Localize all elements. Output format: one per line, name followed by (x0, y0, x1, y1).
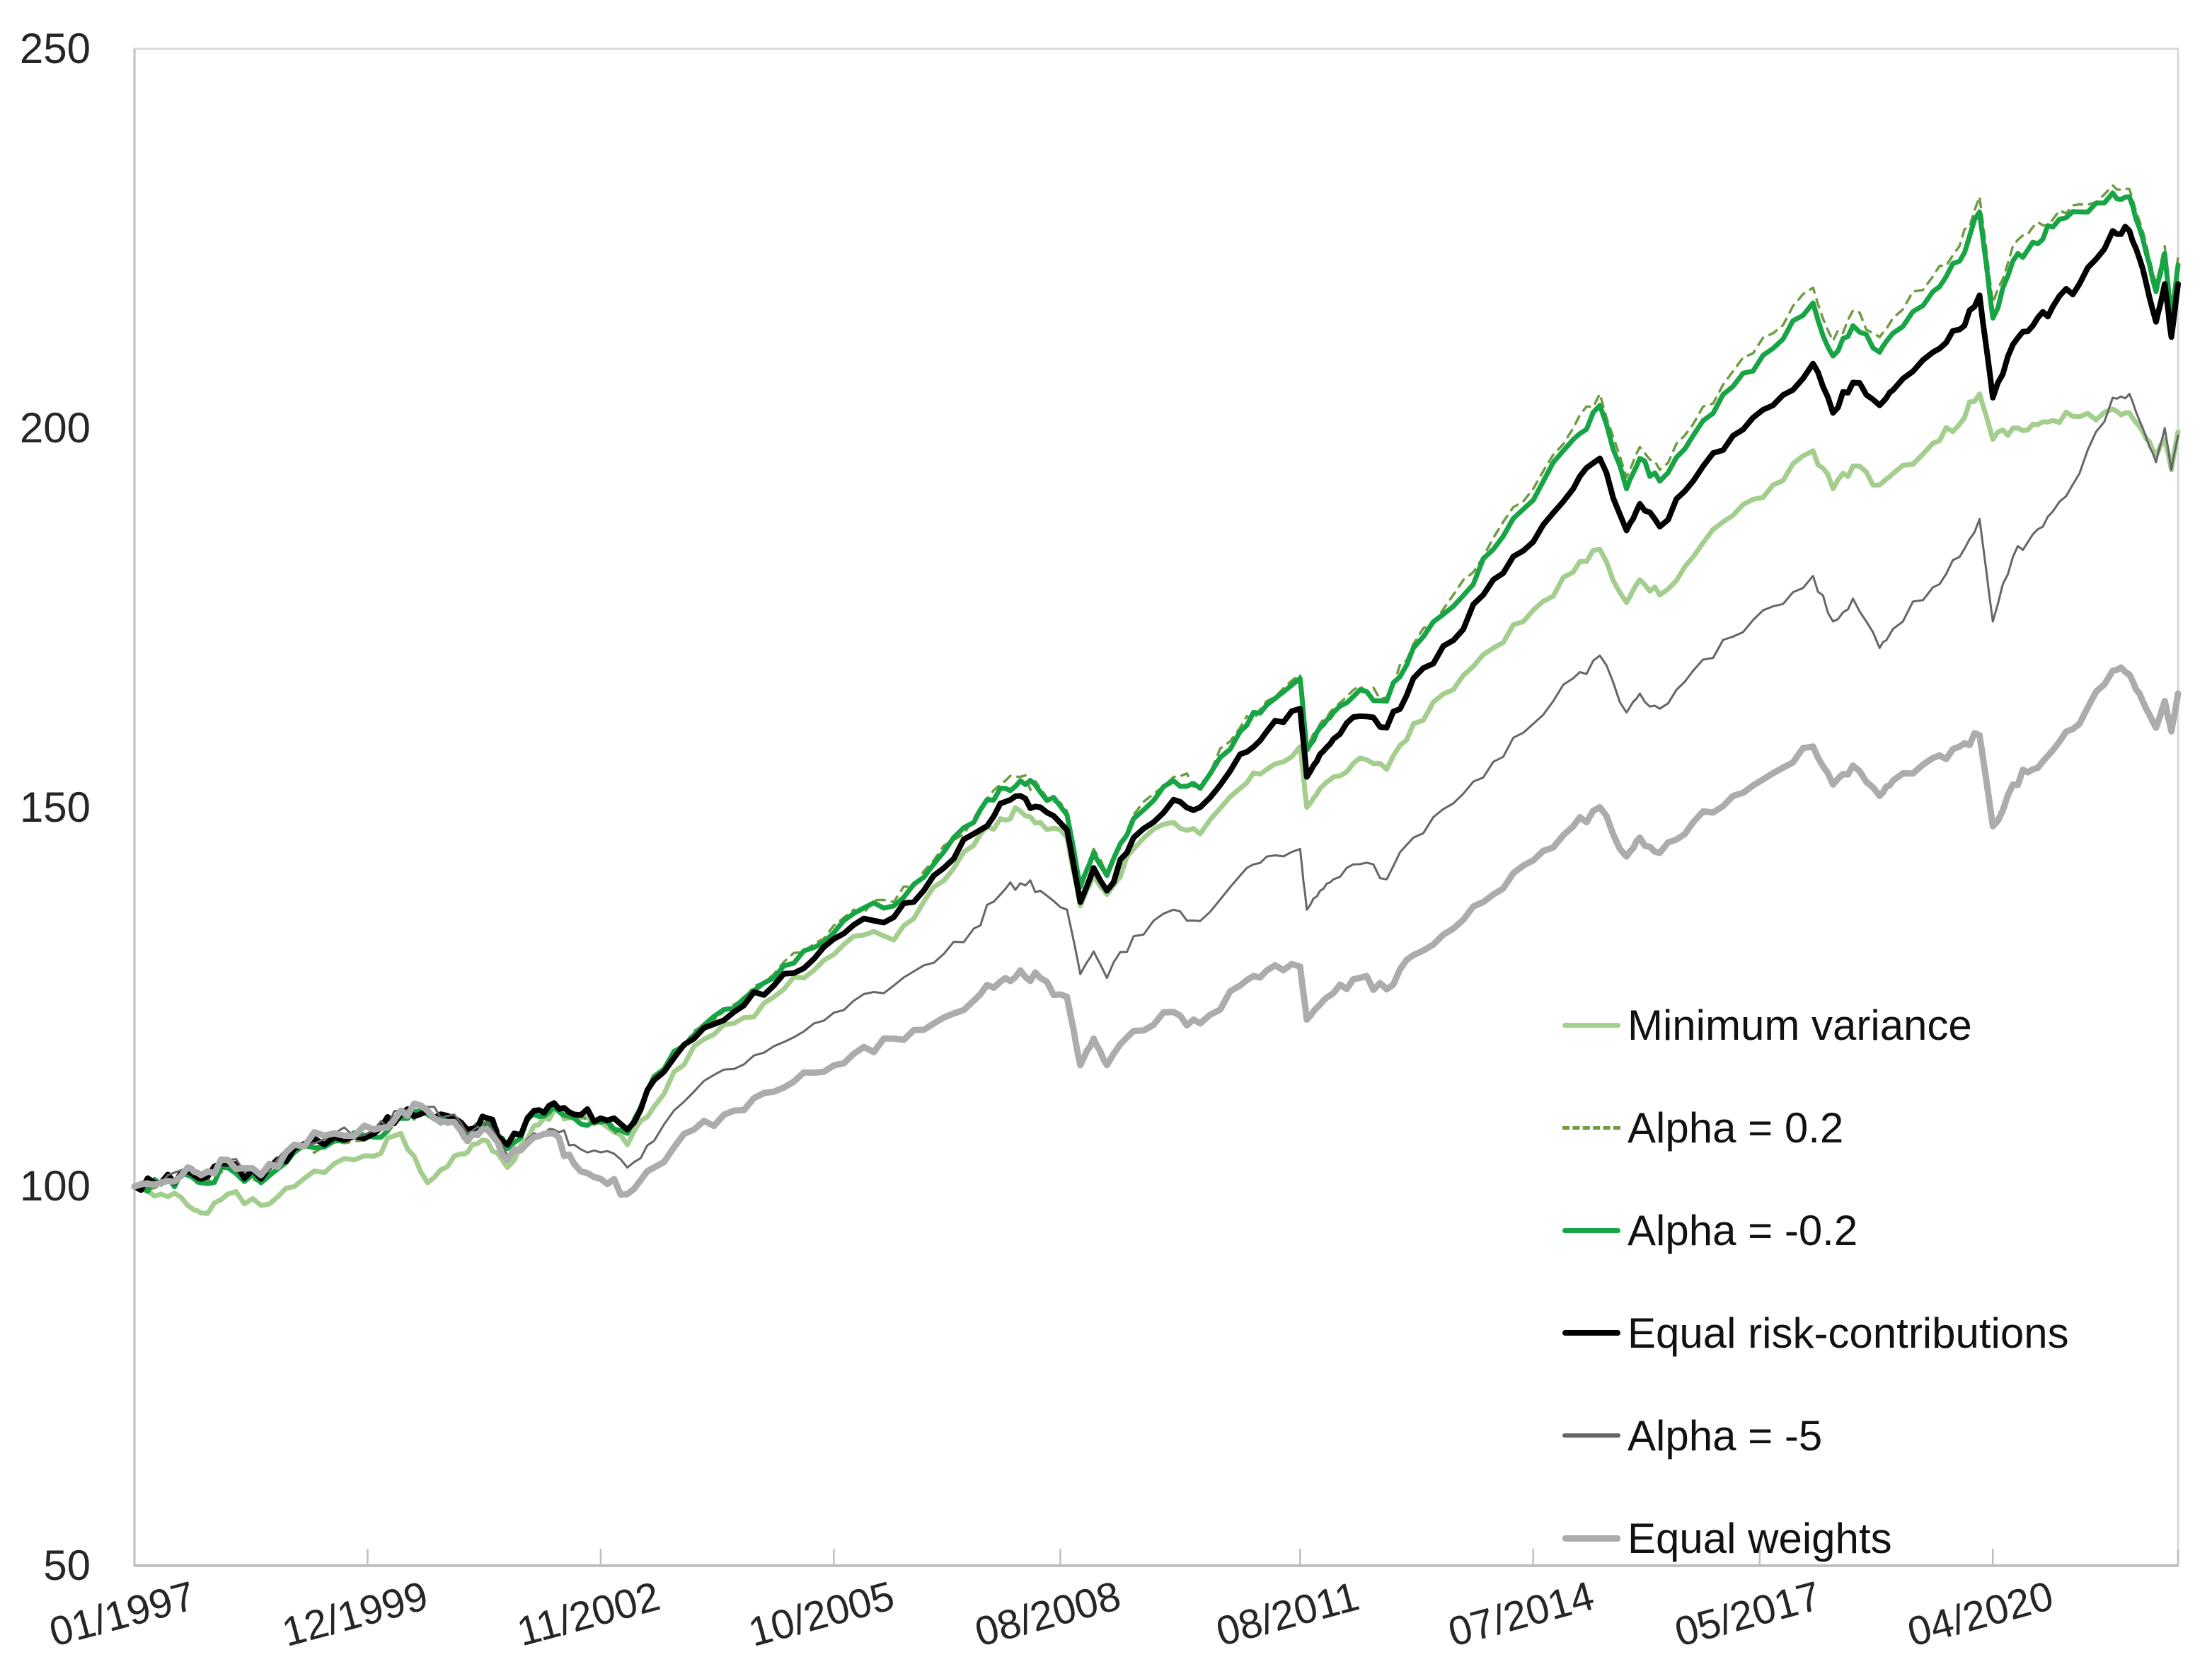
legend-line-swatch-icon (1562, 1022, 1620, 1028)
legend-item-label: Alpha = -5 (1628, 1411, 1823, 1460)
legend-item-alpha-5: Alpha = -5 (1562, 1400, 1822, 1471)
series-line-equal-risk-contributions (132, 224, 2181, 1193)
y-axis-tick-label: 200 (19, 403, 91, 452)
y-axis-tick-label: 100 (19, 1162, 91, 1210)
legend-item-label: Alpha = -0.2 (1628, 1206, 1858, 1254)
y-axis-tick-label: 250 (19, 25, 91, 72)
series-line-equal-weights (131, 664, 2182, 1198)
legend-item-equal-weights: Equal weights (1562, 1503, 1892, 1573)
series-line-alpha-5 (133, 393, 2179, 1188)
legend-item-label: Equal risk-contributions (1628, 1309, 2069, 1357)
legend-line-swatch-icon (1562, 1330, 1620, 1336)
legend-line-swatch-icon (1562, 1433, 1620, 1438)
legend-item-label: Alpha = 0.2 (1628, 1103, 1844, 1152)
legend-item-minimum-variance: Minimum variance (1562, 990, 1972, 1060)
y-axis-tick-label: 50 (43, 1542, 91, 1589)
legend-item-label: Minimum variance (1628, 1001, 1972, 1049)
series-line-minimum-variance (132, 391, 2181, 1216)
legend-item-equal-risk-contributions: Equal risk-contributions (1562, 1297, 2069, 1368)
y-axis-tick-label: 150 (19, 783, 91, 831)
legend-item-label: Equal weights (1628, 1514, 1892, 1562)
legend-line-swatch-icon (1562, 1535, 1620, 1542)
legend-line-swatch-icon (1562, 1227, 1620, 1233)
legend-item-alpha-0-2: Alpha = -0.2 (1562, 1195, 1857, 1266)
legend-item-alpha-0-2: Alpha = 0.2 (1562, 1092, 1843, 1163)
legend-line-swatch-icon (1562, 1125, 1620, 1130)
